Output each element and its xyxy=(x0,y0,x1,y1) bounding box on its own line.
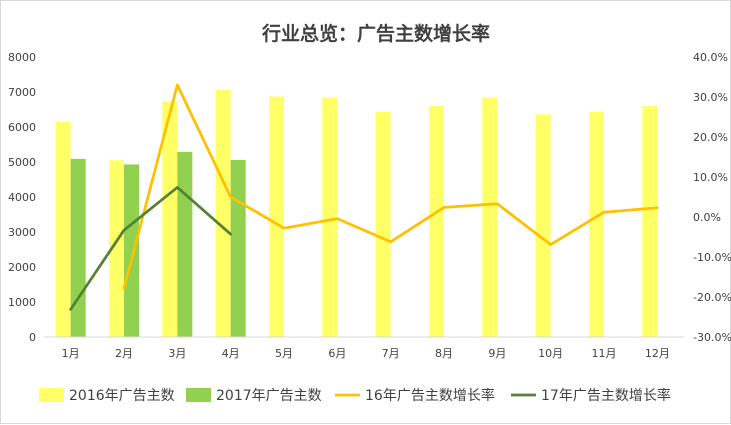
x-tick-label: 2月 xyxy=(115,347,133,360)
x-tick-label: 9月 xyxy=(488,347,506,360)
legend-label: 2017年广告主数 xyxy=(216,388,322,404)
bar-2016 xyxy=(429,106,444,337)
legend: 2016年广告主数 2017年广告主数 16年广告主数增长率 17年广告主数增长率 xyxy=(39,387,671,404)
right-tick-label: -10.0% xyxy=(693,251,731,264)
bar-2017 xyxy=(177,151,193,337)
left-tick-label: 2000 xyxy=(8,261,36,274)
x-tick-label: 6月 xyxy=(328,347,346,360)
right-tick-label: 30.0% xyxy=(693,91,728,104)
line-16-growth xyxy=(122,83,659,290)
right-axis: -30.0% -20.0% -10.0% 0.0% 10.0% 20.0% 30.0% 40.… xyxy=(693,51,731,344)
right-tick-label: -30.0% xyxy=(693,331,731,344)
bar-2017 xyxy=(124,164,139,337)
left-tick-label: 7000 xyxy=(8,86,36,99)
lines xyxy=(69,83,659,311)
left-tick-label: 8000 xyxy=(8,51,36,64)
left-tick-label: 5000 xyxy=(8,156,36,169)
right-tick-label: 10.0% xyxy=(693,171,728,184)
left-tick-label: 4000 xyxy=(8,191,36,204)
x-axis: 1月 2月 3月 4月 5月 6月 7月 8月 9月 10月 11月 12月 xyxy=(44,336,684,360)
bar-2016 xyxy=(535,114,551,338)
bar-2016 xyxy=(162,101,178,337)
left-tick-label: 6000 xyxy=(8,121,36,134)
bar-2016 xyxy=(109,160,124,337)
right-tick-label: 0.0% xyxy=(693,211,721,224)
left-tick-label: 0 xyxy=(29,331,36,344)
x-tick-label: 5月 xyxy=(275,347,293,360)
x-tick-label: 1月 xyxy=(62,347,80,360)
bar-2016 xyxy=(215,89,231,338)
legend-label: 17年广告主数增长率 xyxy=(541,387,671,404)
line-17-growth xyxy=(69,186,233,311)
x-tick-label: 3月 xyxy=(168,347,186,360)
x-tick-label: 12月 xyxy=(645,347,670,360)
legend-swatch xyxy=(186,388,211,402)
left-tick-label: 3000 xyxy=(8,226,36,239)
x-tick-label: 7月 xyxy=(382,347,400,360)
legend-label: 2016年广告主数 xyxy=(69,388,175,404)
bar-2016 xyxy=(322,97,338,337)
right-tick-label: 40.0% xyxy=(693,51,728,64)
bar-2017 xyxy=(230,159,246,337)
bar-2016 xyxy=(482,97,498,337)
bar-2016 xyxy=(642,106,658,337)
x-tick-label: 8月 xyxy=(435,347,453,360)
right-tick-label: -20.0% xyxy=(693,291,731,304)
legend-label: 16年广告主数增长率 xyxy=(365,387,495,404)
bar-2016 xyxy=(589,111,604,337)
x-tick-label: 10月 xyxy=(538,347,563,360)
bar-2016 xyxy=(269,96,284,337)
x-tick-label: 4月 xyxy=(222,347,240,360)
legend-swatch xyxy=(39,388,64,402)
x-tick-label: 11月 xyxy=(592,347,617,360)
bar-2016 xyxy=(55,121,71,337)
bar-2017 xyxy=(70,158,86,337)
left-axis: 0 1000 2000 3000 4000 5000 6000 7000 8000 xyxy=(8,51,36,344)
left-tick-label: 1000 xyxy=(8,296,36,309)
chart-title: 行业总览：广告主数增长率 xyxy=(261,22,490,45)
bar-2016 xyxy=(375,111,391,337)
right-tick-label: 20.0% xyxy=(693,131,728,144)
